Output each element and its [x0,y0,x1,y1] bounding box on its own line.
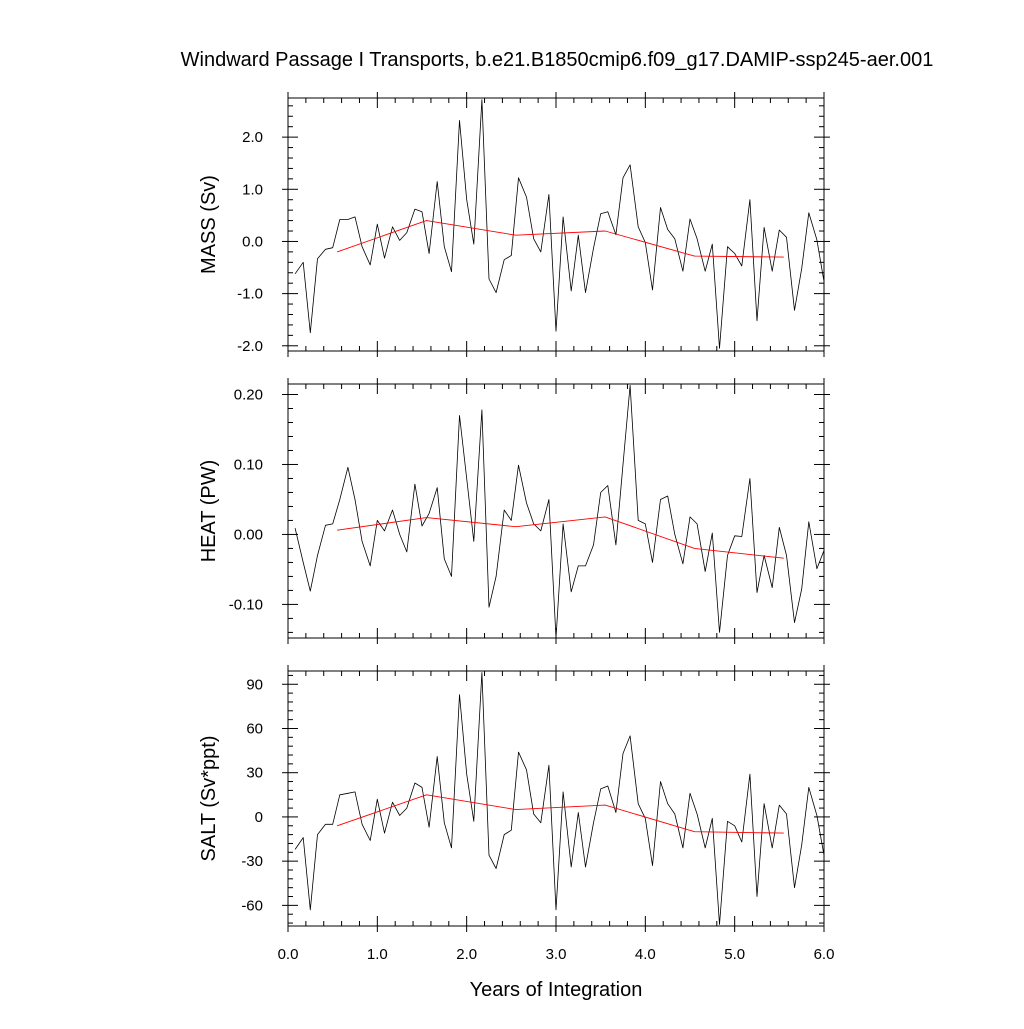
x-tick-label: 3.0 [546,946,567,963]
panel-3: -60 -30 0 30 60 90 SALT (Sv*ppt) 0.0 1.0 2.0 3.0 4.… [198,665,834,963]
x-tick-label: 4.0 [635,946,656,963]
y-tick-label: 0.00 [234,526,263,543]
y-tick-label: -60 [241,897,263,914]
smoothed-series-line [336,794,784,834]
y-tick-label: -2.0 [237,338,263,355]
y-axis-label: HEAT (PW) [198,460,220,563]
x-tick-label: 1.0 [367,946,388,963]
y-tick-label: 2.0 [242,129,263,146]
y-tick-label: 90 [246,676,263,693]
panel-1: -2.0 -1.0 0.0 1.0 2.0 MASS (Sv) [198,92,830,357]
y-tick-label: 0 [255,809,263,826]
x-tick-label: 2.0 [456,946,477,963]
x-tick-label: 5.0 [724,946,745,963]
y-tick-label: 0.0 [242,233,263,250]
smoothed-series-line [337,516,784,559]
x-tick-label: 6.0 [814,946,835,963]
smoothed-series-line [336,220,784,258]
y-tick-label: 1.0 [242,181,263,198]
y-axis-label: SALT (Sv*ppt) [198,736,220,862]
panel-2: -0.10 0.00 0.10 0.20 HEAT (PW) [198,378,830,644]
y-tick-label: -0.10 [229,596,263,613]
y-tick-label: -1.0 [237,286,263,303]
y-tick-label: 60 [246,720,263,737]
x-tick-label: 0.0 [278,946,299,963]
plot-frame [287,670,825,927]
chart-title: Windward Passage I Transports, b.e21.B18… [181,49,934,71]
y-tick-label: -30 [241,853,263,870]
x-axis-label: Years of Integration [470,979,643,1001]
plot-frame [287,97,825,352]
y-tick-label: 0.10 [234,456,263,473]
raw-series-line [294,384,825,639]
raw-series-line [294,672,825,925]
y-tick-label: 30 [246,765,263,782]
y-tick-label: 0.20 [234,386,263,403]
raw-series-line [294,99,825,349]
y-axis-label: MASS (Sv) [198,175,220,274]
plot-frame [287,383,825,639]
